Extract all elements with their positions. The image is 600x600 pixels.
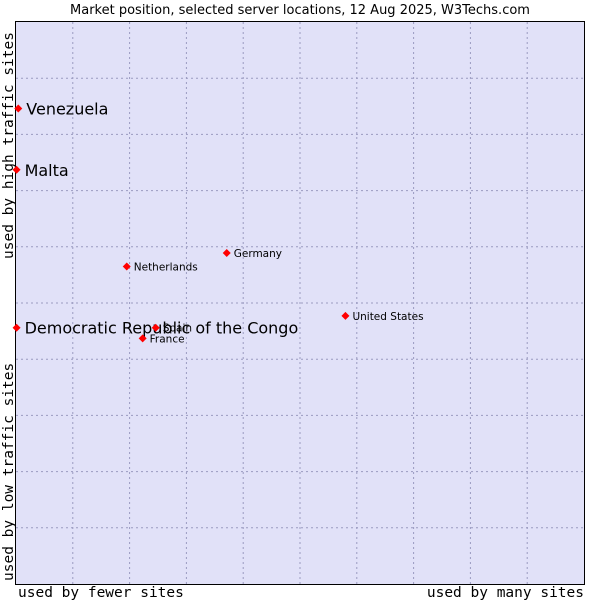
point-marker	[341, 311, 350, 320]
grid	[16, 22, 584, 584]
point-democratic-republic-of-the-congo: Democratic Republic of the Congo	[12, 319, 299, 338]
point-marker	[12, 323, 21, 332]
point-venezuela: Venezuela	[14, 100, 108, 119]
point-germany: Germany	[222, 248, 282, 260]
point-label: United States	[352, 311, 423, 323]
point-france: France	[138, 333, 185, 345]
point-malta: Malta	[12, 161, 69, 180]
point-marker	[138, 334, 147, 343]
point-marker	[222, 248, 231, 257]
point-label: Malta	[25, 161, 69, 180]
point-spain: Spain	[151, 323, 192, 335]
point-label: Venezuela	[26, 100, 108, 119]
point-label: Netherlands	[134, 261, 198, 273]
point-netherlands: Netherlands	[122, 261, 198, 273]
point-united-states: United States	[341, 311, 424, 323]
point-marker	[151, 323, 160, 332]
data-points: Venezuela Malta Democratic Republic of the…	[12, 100, 424, 345]
point-marker	[12, 165, 21, 174]
chart-title: Market position, selected server locatio…	[70, 3, 530, 18]
x-axis-label-high: used by many sites	[427, 585, 584, 600]
x-axis-label-low: used by fewer sites	[18, 585, 184, 600]
point-label: Germany	[234, 248, 282, 260]
point-label: France	[150, 333, 185, 345]
point-label: Spain	[163, 323, 192, 335]
y-axis-label-low: used by low traffic sites	[1, 363, 17, 581]
point-marker	[122, 262, 131, 271]
y-axis-label-high: used by high traffic sites	[1, 32, 17, 259]
point-marker	[14, 104, 23, 113]
point-label: Democratic Republic of the Congo	[25, 319, 299, 338]
